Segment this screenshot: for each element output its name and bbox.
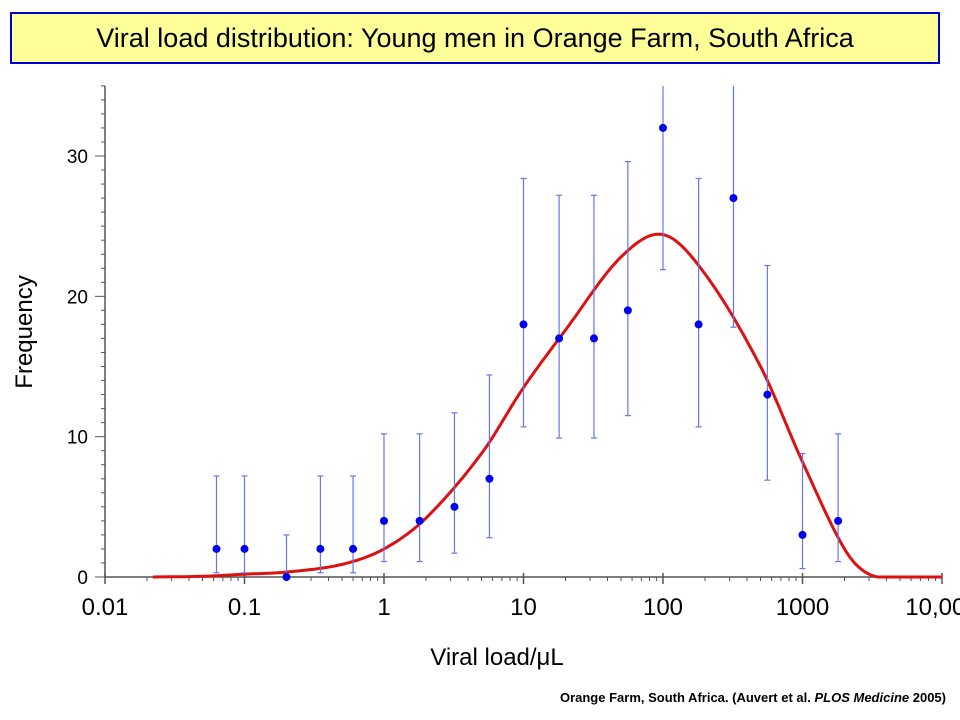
data-point-group	[834, 433, 843, 563]
data-point-group	[349, 475, 358, 574]
data-point	[798, 530, 807, 539]
data-point-group	[212, 475, 221, 574]
x-tick-label: 0.1	[228, 594, 261, 621]
data-point-group	[589, 194, 598, 439]
data-point-group	[729, 85, 738, 328]
data-point-group	[450, 412, 459, 554]
data-point	[694, 320, 703, 329]
x-tick-label: 0.01	[82, 594, 129, 621]
data-point	[282, 573, 291, 581]
data-point	[659, 123, 667, 132]
data-point-group	[519, 177, 528, 428]
data-point	[316, 544, 325, 553]
x-tick-label: 1000	[776, 594, 829, 621]
x-tick-label: 10,000	[905, 594, 960, 621]
x-tick-label: 100	[643, 594, 683, 621]
x-tick-label: 1	[377, 594, 390, 621]
chart-title: Viral load distribution: Young men in Or…	[96, 22, 854, 53]
data-point-group	[485, 374, 494, 539]
data-point-group	[282, 534, 291, 581]
data-point-group	[763, 264, 772, 481]
x-tick-label: 10	[510, 594, 537, 621]
data-point	[485, 474, 494, 483]
data-point-group	[240, 475, 249, 574]
data-point	[450, 502, 459, 511]
y-tick-label: 20	[67, 287, 88, 308]
data-point-group	[316, 475, 325, 574]
data-point	[415, 516, 424, 525]
data-point	[729, 194, 738, 203]
data-point	[240, 544, 249, 553]
data-point	[763, 390, 772, 399]
data-point-group	[798, 452, 807, 570]
data-point	[519, 320, 528, 329]
data-point	[380, 516, 388, 525]
data-point-group	[694, 177, 703, 428]
citation-journal: PLOS Medicine	[814, 690, 910, 705]
citation-suffix: 2005)	[909, 690, 946, 705]
data-point	[623, 306, 632, 315]
data-point	[212, 544, 221, 553]
y-tick-label: 30	[67, 147, 88, 168]
y-tick-label: 10	[67, 428, 88, 449]
citation-prefix: Orange Farm, South Africa. (Auvert et al…	[559, 690, 815, 705]
data-point-group	[659, 85, 667, 271]
data-point	[349, 544, 358, 553]
data-point-group	[555, 194, 564, 439]
data-point-group	[415, 433, 424, 563]
fitted-curve-line	[152, 232, 942, 579]
data-point	[834, 516, 843, 525]
x-axis-label: Viral load/μL	[430, 644, 563, 671]
data-point	[589, 334, 598, 343]
data-point	[555, 334, 564, 343]
data-point-group	[623, 161, 632, 417]
y-tick-label: 0	[77, 568, 88, 589]
citation: Orange Farm, South Africa. (Auvert et al…	[560, 690, 946, 705]
y-axis-label: Frequency	[11, 275, 38, 388]
data-point-group	[380, 433, 388, 563]
chart-title-box: Viral load distribution: Young men in Or…	[10, 12, 940, 64]
